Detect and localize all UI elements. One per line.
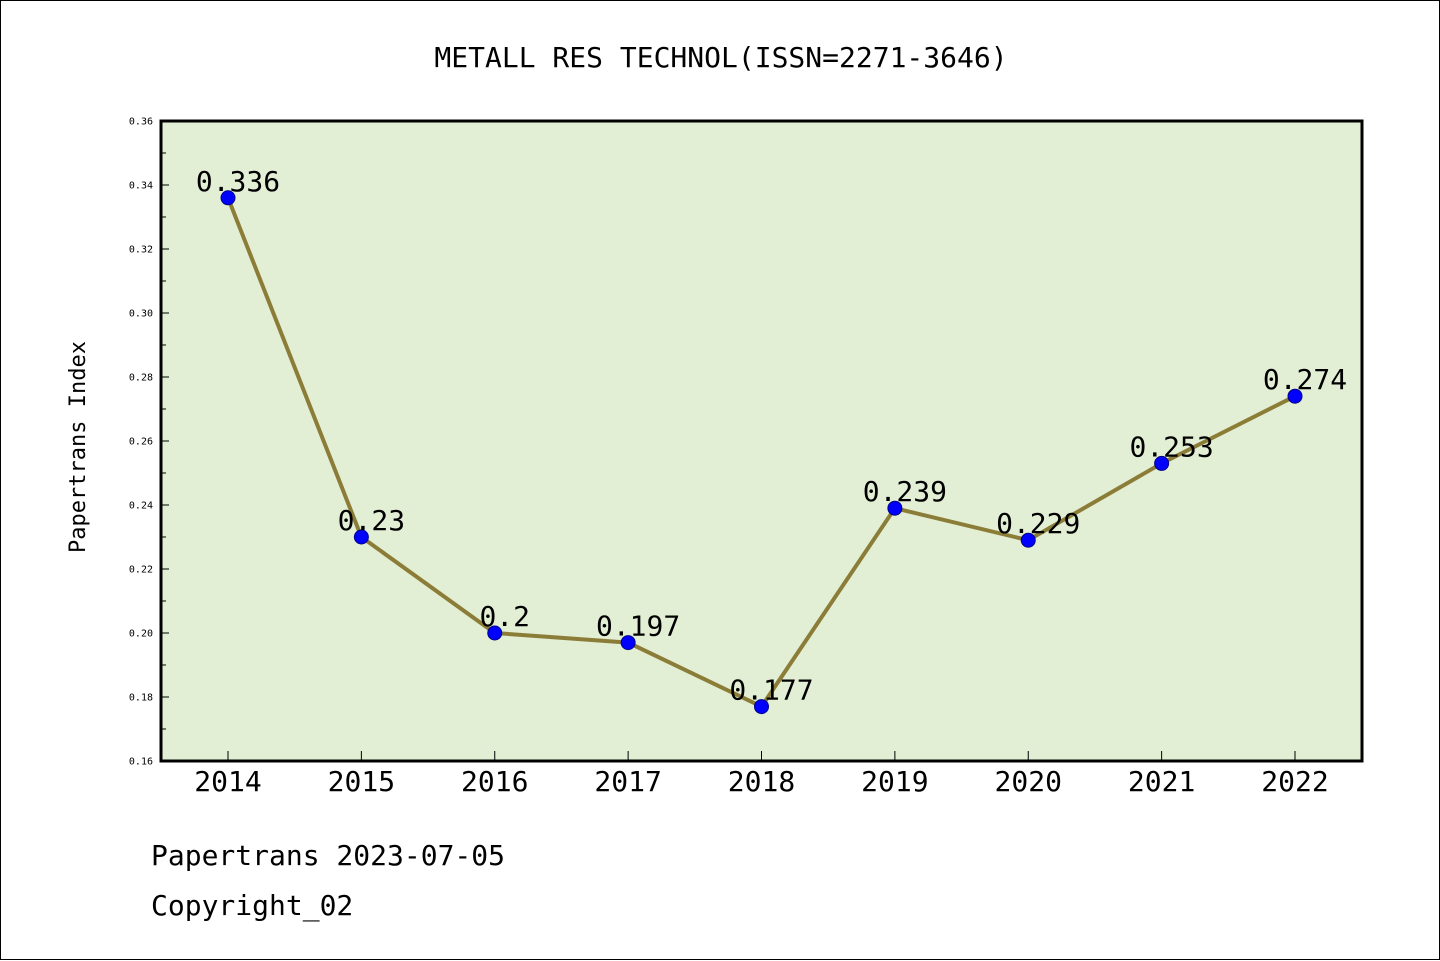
data-point-marker xyxy=(754,699,769,715)
data-value-label: 0.274 xyxy=(1263,363,1347,396)
data-point-marker xyxy=(353,529,369,545)
data-point-marker xyxy=(487,625,503,641)
y-tick-label: 0.34 xyxy=(129,181,153,192)
y-tick-label: 0.30 xyxy=(129,309,153,320)
data-value-label: 0.336 xyxy=(196,165,280,198)
data-value-label: 0.23 xyxy=(338,504,405,537)
footer-date-text: Papertrans 2023-07-05 xyxy=(151,839,505,872)
data-point-marker xyxy=(1287,388,1303,404)
data-value-label: 0.197 xyxy=(596,610,680,643)
data-value-label: 0.2 xyxy=(479,600,530,633)
y-tick-label: 0.26 xyxy=(129,437,153,448)
data-labels: 0.336 0.23 0.2 0.197 0.177 0.239 0.229 0.253 0.2… xyxy=(196,165,1347,707)
y-tick-label: 0.24 xyxy=(129,501,153,512)
data-value-label: 0.229 xyxy=(996,507,1080,540)
y-axis-label: Papertrans Index xyxy=(66,341,91,553)
y-tick-label: 0.20 xyxy=(129,629,153,640)
plot-area xyxy=(159,119,1364,763)
chart-title: METALL RES TECHNOL(ISSN=2271-3646) xyxy=(434,41,1007,74)
x-tick-label: 2014 xyxy=(194,765,261,798)
y-tick-label: 0.22 xyxy=(129,565,153,576)
x-axis-ticks: 2014 2015 2016 2017 2018 2019 2020 2021 2022 xyxy=(194,751,1329,798)
data-point-marker xyxy=(887,500,903,516)
data-point-marker xyxy=(620,635,636,651)
data-points xyxy=(220,190,1303,715)
x-tick-label: 2020 xyxy=(995,765,1062,798)
x-tick-label: 2019 xyxy=(861,765,928,798)
x-tick-label: 2022 xyxy=(1261,765,1328,798)
y-tick-label: 0.16 xyxy=(129,757,153,768)
data-value-label: 0.239 xyxy=(863,475,947,508)
data-point-marker xyxy=(220,190,236,206)
data-point-marker xyxy=(1020,532,1036,548)
y-tick-label: 0.18 xyxy=(129,693,153,704)
x-tick-label: 2021 xyxy=(1128,765,1195,798)
data-value-label: 0.177 xyxy=(729,674,813,707)
x-tick-label: 2015 xyxy=(328,765,395,798)
y-tick-label: 0.28 xyxy=(129,373,153,384)
y-tick-label: 0.36 xyxy=(129,117,153,128)
x-tick-label: 2016 xyxy=(461,765,528,798)
y-axis-ticks: 0.16 0.18 0.20 0.22 0.24 0.26 0.28 0.30 0.32 0.34… xyxy=(129,117,169,768)
y-tick-label: 0.32 xyxy=(129,245,153,256)
data-value-label: 0.253 xyxy=(1129,430,1213,463)
x-tick-label: 2018 xyxy=(728,765,795,798)
data-point-marker xyxy=(1154,455,1170,471)
x-tick-label: 2017 xyxy=(594,765,661,798)
footer-copyright-text: Copyright_02 xyxy=(151,889,353,923)
